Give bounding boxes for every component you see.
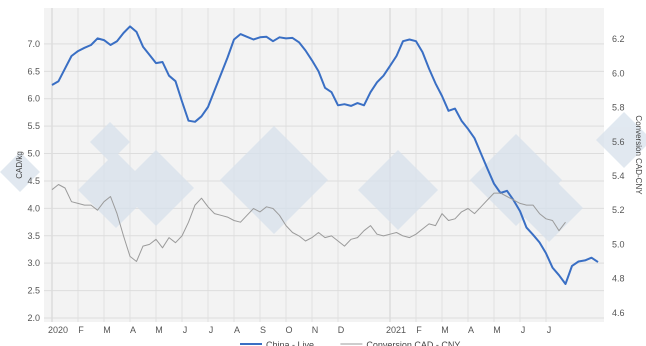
y-left-tick-label: 4.0 — [27, 203, 40, 213]
series-line-1 — [51, 25, 599, 285]
axes: 2020 F M A M J J A S O N D 2021 F M A M J J 2.0 2.5 3.0 3.5 4.0… — [15, 34, 643, 335]
x-tick-label: J — [209, 325, 214, 335]
x-tick-label: J — [183, 325, 188, 335]
y-left-tick-label: 4.5 — [27, 176, 40, 186]
y-left-tick-label: 6.5 — [27, 66, 40, 76]
legend-label-1: China - Live — [266, 340, 314, 346]
x-tick-label: 2020 — [48, 325, 68, 335]
x-tick-label: M — [441, 325, 449, 335]
y-left-tick-label: 2.5 — [27, 286, 40, 296]
y-right-tick-label: 5.8 — [612, 103, 625, 113]
y-right-tick-label: 5.4 — [612, 171, 625, 181]
y-left-tick-label: 2.0 — [27, 313, 40, 323]
x-tick-label: M — [155, 325, 163, 335]
y-right-tick-label: 5.0 — [612, 239, 625, 249]
x-tick-label: 2021 — [386, 325, 406, 335]
series-line-2 — [51, 184, 566, 262]
x-tick-label: S — [260, 325, 266, 335]
x-tick-label: A — [234, 325, 240, 335]
x-tick-label: J — [547, 325, 552, 335]
y-right-tick-label: 6.2 — [612, 34, 625, 44]
legend-label-2: Conversion CAD - CNY — [366, 340, 460, 346]
y-left-tick-label: 6.0 — [27, 94, 40, 104]
y-right-tick-label: 5.6 — [612, 137, 625, 147]
y-right-tick-label: 5.2 — [612, 205, 625, 215]
x-tick-label: N — [312, 325, 319, 335]
y-left-tick-label: 7.0 — [27, 39, 40, 49]
x-tick-label: A — [130, 325, 136, 335]
series — [51, 25, 599, 285]
y-left-axis-title: CAD/kg — [15, 151, 24, 179]
x-tick-label: J — [521, 325, 526, 335]
x-tick-label: M — [493, 325, 501, 335]
y-left-tick-label: 3.0 — [27, 258, 40, 268]
y-left-tick-label: 5.5 — [27, 121, 40, 131]
x-tick-label: F — [416, 325, 422, 335]
x-tick-label: D — [338, 325, 345, 335]
y-left-tick-label: 3.5 — [27, 231, 40, 241]
x-tick-label: A — [468, 325, 474, 335]
y-right-tick-label: 4.8 — [612, 274, 625, 284]
y-right-tick-label: 6.0 — [612, 68, 625, 78]
y-right-axis-title: Conversion CAD-CNY — [634, 115, 643, 195]
x-tick-label: F — [78, 325, 84, 335]
y-right-tick-label: 4.6 — [612, 308, 625, 318]
x-tick-label: M — [103, 325, 111, 335]
legend: China - Live Conversion CAD - CNY — [240, 340, 460, 346]
x-tick-label: O — [285, 325, 292, 335]
watermark — [0, 112, 646, 242]
y-left-tick-label: 5.0 — [27, 149, 40, 159]
